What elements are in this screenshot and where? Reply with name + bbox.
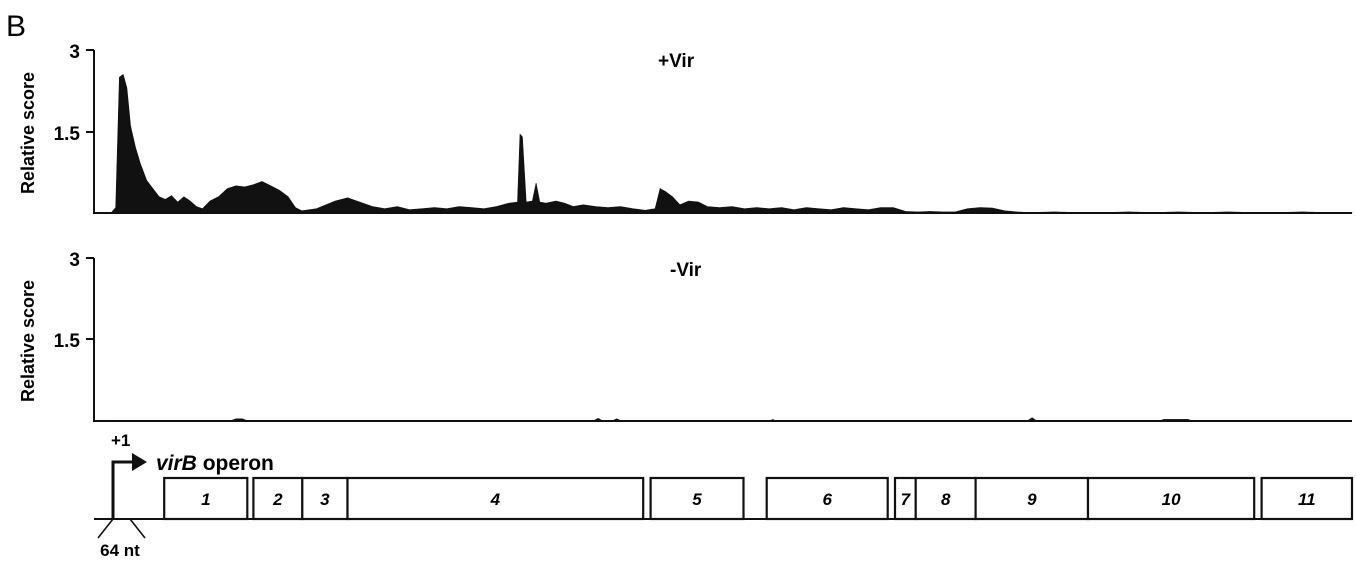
bottom-tick-label-3: 3 bbox=[69, 250, 80, 271]
distance-label: 64 nt bbox=[100, 541, 140, 560]
gene-8: 8 bbox=[914, 476, 977, 521]
plus-vir-signal-area bbox=[111, 74, 1353, 214]
gene-9: 9 bbox=[974, 476, 1090, 521]
gene-11: 11 bbox=[1260, 476, 1354, 521]
gene-label: 1 bbox=[201, 490, 210, 509]
gene-label: 10 bbox=[1162, 490, 1181, 509]
operon-map: +1 virB operon 64 nt 1 2 3 4 5 6 7 8 9 10 11 bbox=[94, 431, 1354, 560]
gene-1: 1 bbox=[163, 476, 249, 521]
gene-label: 9 bbox=[1027, 490, 1037, 509]
gene-10: 10 bbox=[1086, 476, 1256, 521]
gene-label: 2 bbox=[272, 490, 283, 509]
gene-6: 6 bbox=[765, 476, 889, 521]
gene-label: 6 bbox=[822, 490, 832, 509]
panel-letter: B bbox=[6, 10, 26, 43]
top-y-axis-title: Relative score bbox=[18, 72, 38, 194]
gene-label: 3 bbox=[320, 490, 330, 509]
top-condition-label: +Vir bbox=[658, 51, 695, 72]
gene-box bbox=[163, 476, 249, 521]
gene-box bbox=[765, 476, 889, 521]
gene-3: 3 bbox=[301, 476, 349, 521]
gene-label: 5 bbox=[692, 490, 702, 509]
operon-label: virB operon bbox=[156, 452, 274, 475]
distance-marker-right bbox=[129, 518, 146, 539]
gene-4: 4 bbox=[346, 476, 645, 521]
gene-box bbox=[301, 476, 349, 521]
gene-box bbox=[1260, 476, 1354, 521]
gene-2: 2 bbox=[252, 476, 304, 521]
gene-boxes: 1 2 3 4 5 6 7 8 9 10 11 bbox=[163, 476, 1354, 521]
gene-7: 7 bbox=[893, 476, 917, 521]
gene-label: 11 bbox=[1298, 490, 1316, 509]
operon-name-italic: virB bbox=[156, 452, 197, 475]
gene-box bbox=[346, 476, 645, 521]
top-tick-label-1-5: 1.5 bbox=[54, 124, 81, 145]
gene-box bbox=[649, 476, 745, 521]
tss-arrow-stem bbox=[111, 460, 134, 519]
top-tick-label-3: 3 bbox=[69, 42, 80, 63]
minus-vir-signal-area bbox=[112, 417, 1352, 422]
distance-marker-left bbox=[97, 518, 114, 539]
chart-minus-vir: Relative score 3 1.5 -Vir bbox=[18, 250, 1352, 422]
gene-box bbox=[1086, 476, 1256, 521]
gene-label: 8 bbox=[941, 490, 951, 509]
tss-arrow-head-icon bbox=[132, 453, 147, 471]
chart-plus-vir: Relative score 3 1.5 +Vir bbox=[18, 42, 1353, 214]
tss-label: +1 bbox=[111, 431, 130, 450]
gene-5: 5 bbox=[649, 476, 745, 521]
operon-name-rest: operon bbox=[197, 452, 274, 475]
gene-box bbox=[974, 476, 1090, 521]
bottom-y-axis-title: Relative score bbox=[18, 280, 38, 402]
bottom-condition-label: -Vir bbox=[670, 260, 702, 281]
bottom-tick-label-1-5: 1.5 bbox=[54, 331, 81, 352]
gene-label: 7 bbox=[901, 490, 912, 509]
gene-label: 4 bbox=[490, 490, 501, 509]
